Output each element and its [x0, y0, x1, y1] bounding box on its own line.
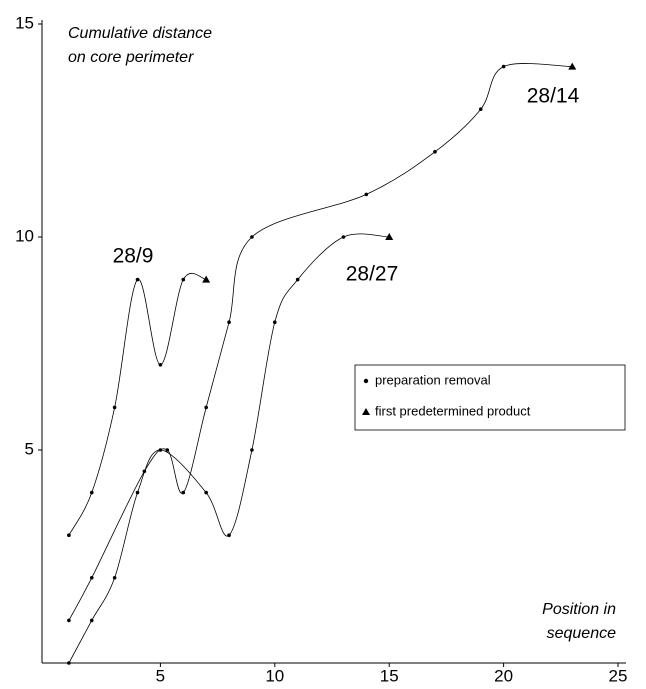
series-label: 28/9 [113, 245, 154, 268]
point [89, 618, 94, 623]
point [89, 490, 94, 495]
end-marker [568, 62, 577, 70]
point [89, 576, 94, 580]
legend-marker [363, 378, 369, 384]
point [433, 150, 437, 154]
point [478, 107, 483, 111]
line [68, 272, 207, 536]
line [68, 63, 573, 621]
x-axis-label: Position in [542, 601, 616, 618]
point [67, 661, 71, 665]
point [227, 533, 231, 537]
point [135, 490, 140, 495]
point [295, 277, 300, 282]
legend-marker [362, 408, 370, 415]
end-marker [385, 233, 394, 240]
x-tick-label: 10 [265, 666, 284, 685]
point [364, 192, 369, 197]
end-marker [202, 275, 211, 283]
point [67, 533, 71, 537]
point [158, 363, 163, 367]
point [181, 490, 186, 495]
point [204, 405, 208, 410]
point [341, 235, 346, 239]
point [227, 320, 231, 325]
point [67, 618, 71, 623]
legend-label: preparation removal [375, 372, 491, 387]
point [165, 448, 170, 452]
x-tick-label: 5 [156, 666, 165, 685]
point [273, 320, 277, 325]
y-axis-label: on core perimeter [68, 49, 194, 66]
point [250, 235, 254, 239]
point [181, 277, 186, 282]
legend-label: first predetermined product [375, 403, 531, 418]
y-tick-label: 10 [15, 226, 34, 245]
point [158, 448, 163, 452]
point [135, 277, 140, 282]
x-tick-label: 15 [380, 666, 399, 685]
series-label: 28/14 [527, 85, 580, 108]
point [112, 405, 117, 410]
x-axis-label: sequence [547, 625, 616, 642]
y-axis-label: Cumulative distance [68, 25, 212, 42]
point [501, 64, 506, 69]
legend [354, 364, 626, 431]
x-tick-label: 20 [494, 666, 513, 685]
point [250, 448, 254, 452]
x-tick-label: 25 [609, 666, 628, 685]
point [204, 490, 208, 495]
y-tick-label: 15 [15, 13, 34, 32]
series-label: 28/27 [346, 263, 399, 286]
y-tick-label: 5 [25, 439, 34, 458]
line [68, 233, 390, 664]
point [112, 576, 117, 580]
